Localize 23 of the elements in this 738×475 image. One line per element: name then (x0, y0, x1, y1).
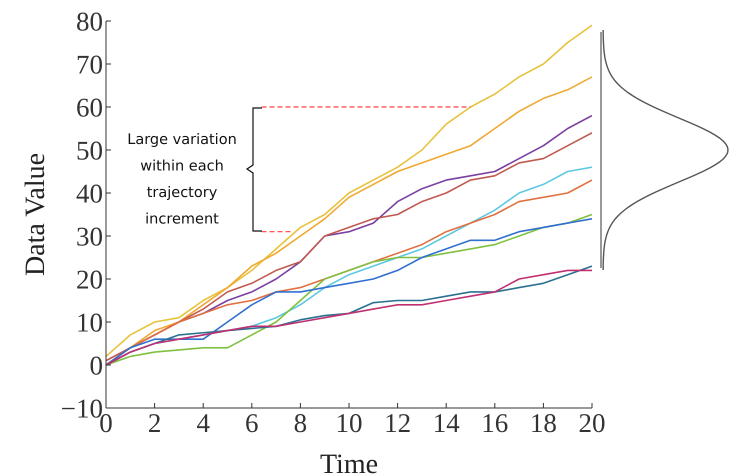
x-tick-label: 20 (578, 408, 606, 438)
x-tick-label: 4 (196, 408, 210, 438)
y-axis-title: Data Value (20, 152, 51, 276)
x-tick-label: 8 (294, 408, 308, 438)
y-tick-label: 80 (76, 6, 103, 37)
y-tick-label: 70 (76, 50, 103, 80)
x-tick-label: 2 (148, 408, 162, 438)
x-tick-label: 18 (530, 408, 557, 438)
x-tick-label: 12 (384, 408, 412, 438)
y-tick-label: 50 (76, 136, 103, 166)
y-tick-label: 10 (76, 308, 103, 338)
y-tick-label: 0 (90, 350, 103, 381)
x-tick-label: 14 (432, 408, 460, 438)
line-series (106, 24, 592, 358)
x-tick-label: 10 (336, 408, 362, 438)
y-tick-label: 20 (76, 264, 103, 295)
x-tick-label: 6 (245, 408, 259, 438)
x-axis-title: Time (320, 449, 378, 475)
annotation: Large variation within each trajectory increment (127, 132, 237, 228)
y-tick-label: 40 (76, 178, 103, 209)
x-tick-label: 16 (481, 408, 508, 438)
y-tick-label: 30 (76, 222, 103, 252)
y-tick-label: 60 (76, 92, 103, 123)
